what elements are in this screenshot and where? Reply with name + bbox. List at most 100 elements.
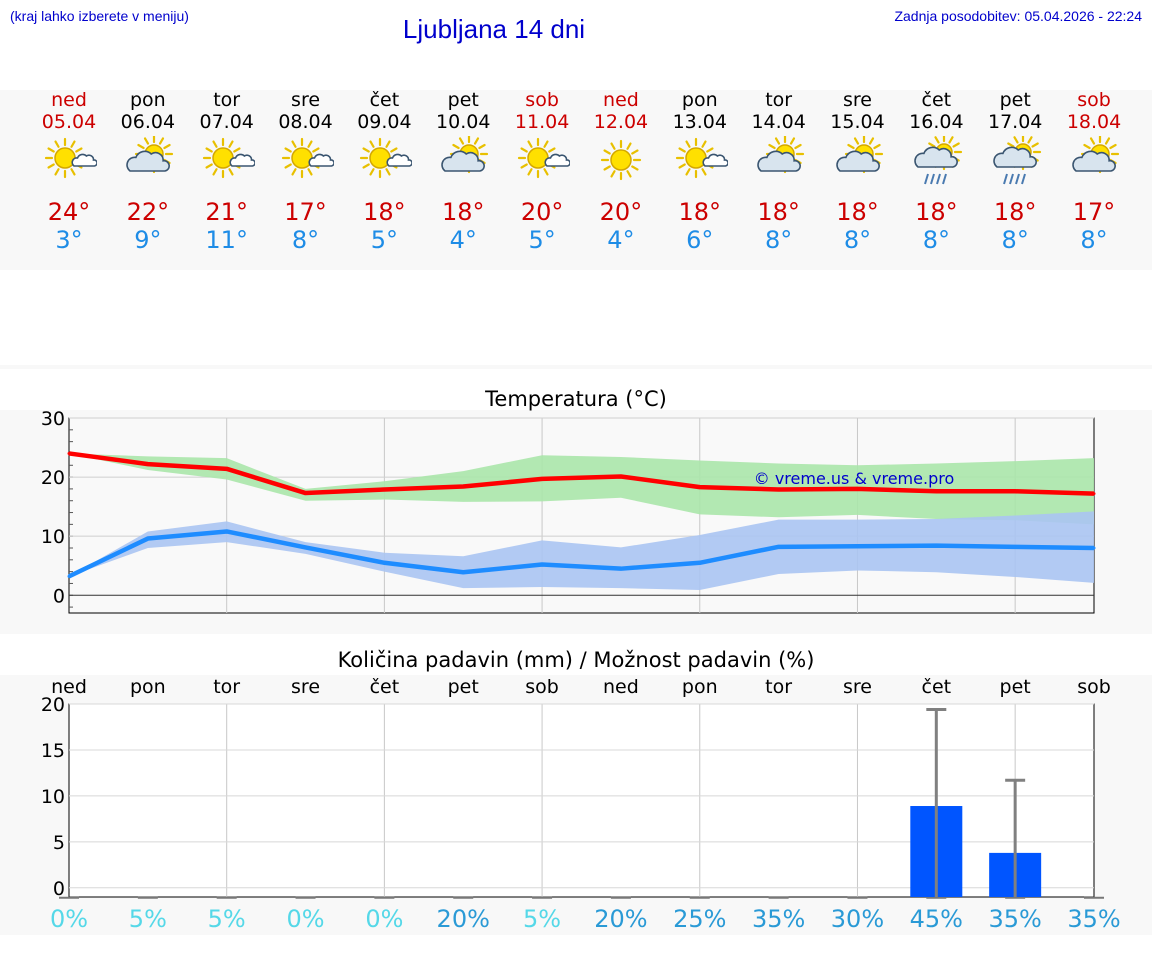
sun-cloud-icon [360,137,413,179]
day-date: 09.04 [357,111,412,133]
data-point-max [777,488,781,491]
day-date: 11.04 [514,111,570,133]
data-point-min [1092,546,1096,550]
day-column: ned 05.04 24° 3° [29,89,109,254]
day-column: pet 17.04 18° 8° [975,89,1055,255]
series-line-min [68,529,1095,579]
data-point-min [1013,545,1017,549]
day-date: 05.04 [41,111,97,133]
cloud-sun-icon [126,136,173,174]
data-point-max [1092,492,1096,496]
temp-min: 8° [291,226,320,254]
day-name: sob [1077,89,1111,111]
precipitation-probability: 45% [910,905,963,933]
temp-max: 18° [915,198,958,226]
x-category-label: tor [765,676,792,698]
y-tick-label: 30 [41,410,65,430]
x-category-label: čet [922,676,952,698]
precipitation-probability: 0% [365,905,403,933]
cloud-sun-rain-icon [914,136,963,185]
forecast-panel [0,90,1152,270]
day-name: pet [447,89,479,111]
temperature-chart: 0 10 20 30 © vreme.us & vreme.pro [41,410,1096,614]
x-category-label: ned [603,676,639,698]
y-tick-label: 0 [53,585,65,607]
day-column: tor 07.04 21° 11° [187,90,267,254]
x-category-label: sob [1077,676,1111,698]
data-point-min [934,544,938,548]
day-date: 13.04 [672,111,727,133]
spread-band-min [69,511,1094,590]
day-name: sob [525,89,559,111]
temp-max: 18° [757,198,800,226]
precipitation-probability: 0% [50,905,88,933]
temp-max: 18° [441,198,485,226]
x-category-label: sob [525,676,559,698]
precipitation-probability: 35% [1067,905,1120,933]
x-category-label: ned [51,676,87,698]
temp-max: 20° [520,198,564,226]
sun-cloud-icon [44,137,97,179]
temp-max: 18° [836,198,879,226]
x-category-label: sre [291,676,320,698]
day-name: sre [291,89,321,111]
temp-min: 4° [607,226,635,254]
temp-min: 8° [1001,226,1029,254]
temp-max: 21° [205,198,248,226]
day-name: pon [681,89,718,111]
precipitation-probability: 25% [673,905,726,933]
data-point-max [67,451,71,455]
temp-max: 18° [363,198,406,226]
cloud-sun-icon [1072,136,1120,174]
temp-max: 24° [47,198,91,226]
temperature-chart-title: Temperatura (°C) [485,387,667,411]
precipitation-chart: ned pon tor sre čet pet sob ned pon tor sre čet pet s… [41,676,1121,933]
day-name: sre [843,89,872,111]
y-tick-label: 10 [41,786,65,808]
day-column: pon 06.04 22° 9° [108,89,188,255]
day-column: sre 15.04 18° 8° [818,89,898,255]
day-date: 16.04 [909,111,964,133]
x-category-label: čet [370,676,400,698]
watermark: © vreme.us & vreme.pro [754,469,955,488]
data-point-max [855,487,859,491]
temp-max: 22° [126,198,170,226]
temp-max: 18° [993,198,1037,226]
data-point-max [146,462,150,466]
y-tick-label: 10 [41,526,65,548]
region-hint: (kraj lahko izberete v meniju) [10,8,189,24]
cloud-sun-icon [441,136,489,174]
day-date: 08.04 [278,111,333,133]
data-point-min [540,563,544,567]
x-category-label: sre [843,676,872,698]
day-date: 17.04 [987,111,1043,133]
data-point-max [382,488,386,491]
day-column: sob 18.04 17° 8° [1054,89,1134,255]
data-point-max [1013,489,1017,493]
temp-max: 20° [599,198,643,226]
sun-cloud-icon [517,137,571,179]
day-date: 15.04 [830,111,885,133]
precipitation-probability: 0% [286,905,324,933]
day-name: pet [999,89,1031,111]
data-point-min [304,545,308,549]
day-name: ned [603,89,639,111]
data-point-max [540,477,544,481]
y-tick-label: 5 [53,832,65,854]
day-name: pon [129,89,166,111]
data-point-min [225,529,229,533]
data-point-max [698,485,702,489]
page-title: Ljubljana 14 dni [402,14,586,44]
day-name: ned [51,89,87,111]
temp-min: 8° [922,226,950,254]
temp-max: 18° [678,198,722,226]
day-column: pon 13.04 18° 6° [660,89,740,254]
temp-min: 8° [1080,226,1108,254]
precipitation-probability: 20% [437,905,490,933]
y-tick-label: 15 [41,740,65,762]
data-point-min [461,570,465,574]
x-category-label: pon [130,676,166,698]
temp-min: 5° [528,226,556,254]
precipitation-probability: 5% [523,905,561,933]
sun-icon [600,139,642,181]
